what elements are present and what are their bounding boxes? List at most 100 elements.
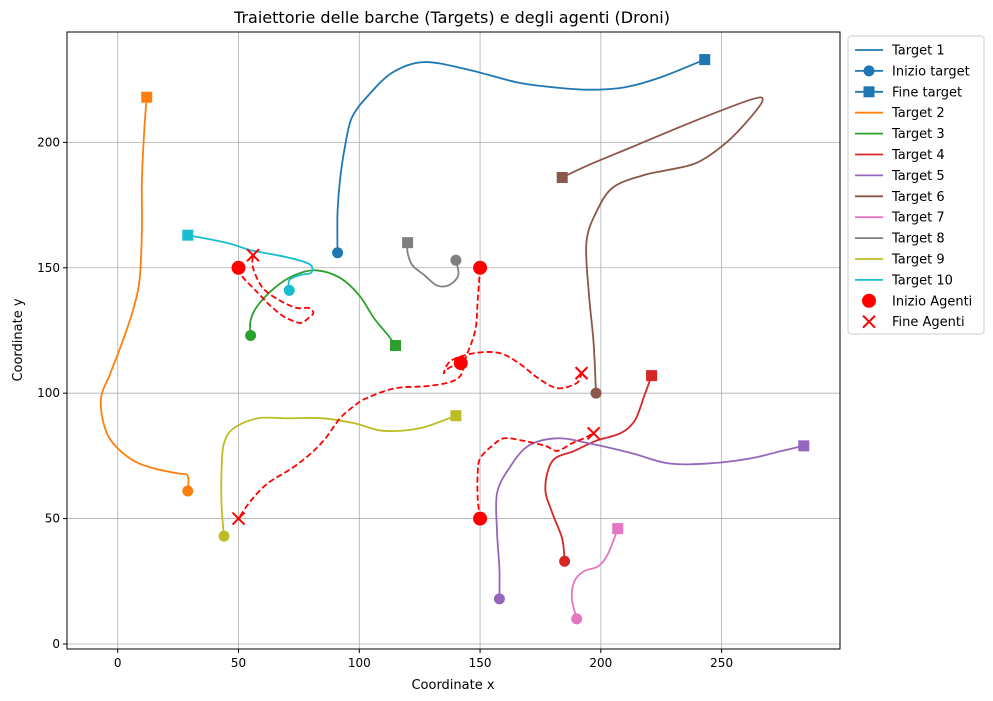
target-path <box>495 437 805 600</box>
x-tick-label: 150 <box>469 656 492 670</box>
target-series-2 <box>99 91 194 497</box>
target-series-4 <box>544 370 658 567</box>
target-series-9 <box>218 410 462 542</box>
plot-series <box>99 54 810 625</box>
target-end-marker <box>182 229 194 241</box>
target-end-marker <box>390 340 402 352</box>
legend-label: Inizio target <box>892 64 970 79</box>
legend-label: Target 7 <box>891 211 945 226</box>
target-start-marker <box>182 485 194 497</box>
agent-start-marker <box>473 260 488 275</box>
target-end-marker <box>699 54 711 66</box>
target-start-marker <box>332 247 344 259</box>
target-start-marker <box>283 284 295 296</box>
agent-start-marker <box>231 260 246 275</box>
chart-title: Traiettorie delle barche (Targets) e deg… <box>233 8 670 27</box>
y-axis-label: Coordinate y <box>11 298 26 381</box>
target-start-marker <box>450 254 462 266</box>
legend-entry: Inizio Agenti <box>862 293 972 309</box>
legend: Target 1 Inizio target Fine target Target 2… <box>847 35 985 335</box>
x-tick-label: 0 <box>114 656 122 670</box>
legend-entry: Target 1 <box>855 44 945 59</box>
legend-entry: Target 7 <box>855 211 945 226</box>
plot-frame <box>66 31 841 650</box>
target-path <box>99 96 190 492</box>
legend-square-marker <box>863 86 875 98</box>
legend-label: Target 4 <box>891 148 945 163</box>
legend-entry: Target 8 <box>855 232 945 247</box>
agent-series-4 <box>442 351 583 390</box>
legend-entry: Target 3 <box>855 127 945 142</box>
x-tick-label: 50 <box>231 656 246 670</box>
target-start-marker <box>245 329 257 341</box>
target-path <box>220 414 457 537</box>
agent-path <box>237 267 481 520</box>
agent-series-2 <box>237 267 481 520</box>
legend-entry: Target 2 <box>855 106 945 121</box>
y-tick-label: 100 <box>37 386 60 400</box>
target-end-marker <box>402 237 414 249</box>
target-end-marker <box>798 440 810 452</box>
axis-ticks: 0 50 100 150 200 250 0 50 100 150 200 <box>37 135 733 670</box>
target-path <box>570 527 619 620</box>
legend-entry: Inizio target <box>855 64 970 79</box>
legend-label: Target 8 <box>891 232 945 247</box>
legend-label: Target 9 <box>891 253 945 268</box>
x-tick-label: 100 <box>348 656 371 670</box>
y-tick-label: 150 <box>37 261 60 275</box>
target-series-5 <box>493 437 810 605</box>
target-series-7 <box>570 523 624 625</box>
legend-entry: Target 9 <box>855 253 945 268</box>
agent-end-marker <box>246 248 260 262</box>
agent-end-marker <box>231 511 246 526</box>
target-start-marker <box>571 613 583 625</box>
agent-path <box>237 255 315 324</box>
target-start-marker <box>590 387 602 399</box>
target-end-marker <box>646 370 658 382</box>
legend-entry: Fine Agenti <box>862 314 965 330</box>
x-tick-label: 250 <box>710 656 733 670</box>
agent-path <box>476 432 595 519</box>
target-start-marker <box>218 530 230 542</box>
legend-label: Target 6 <box>891 190 945 205</box>
target-path <box>561 96 764 395</box>
target-end-marker <box>612 523 624 535</box>
target-series-6 <box>556 96 764 399</box>
target-series-8 <box>402 237 462 288</box>
target-path <box>406 241 460 288</box>
target-series-1 <box>332 54 711 259</box>
target-start-marker <box>559 555 571 567</box>
legend-label: Target 1 <box>891 44 945 59</box>
target-path <box>544 374 653 563</box>
agent-path <box>442 351 583 390</box>
agent-series-1 <box>237 255 315 324</box>
x-axis-label: Coordinate x <box>411 678 494 693</box>
y-tick-label: 50 <box>45 512 60 526</box>
legend-label: Target 5 <box>891 169 945 184</box>
x-tick-label: 200 <box>589 656 612 670</box>
legend-entry: Target 6 <box>855 190 945 205</box>
legend-entry: Fine target <box>855 85 962 100</box>
agent-start-marker <box>453 356 468 371</box>
legend-label: Target 2 <box>891 106 945 121</box>
legend-circle-marker <box>862 293 876 308</box>
agent-start-marker <box>473 511 488 526</box>
legend-entry: Target 5 <box>855 169 945 184</box>
target-end-marker <box>450 410 462 422</box>
legend-x-marker <box>862 314 876 329</box>
legend-label: Target 10 <box>891 273 953 288</box>
target-end-marker <box>141 91 153 103</box>
legend-box <box>847 35 985 335</box>
target-path <box>336 58 706 254</box>
agent-series-3 <box>476 432 595 519</box>
legend-label: Target 3 <box>891 127 945 142</box>
y-tick-label: 0 <box>52 637 60 651</box>
target-series-3 <box>245 269 402 352</box>
agent-end-marker <box>586 426 601 441</box>
legend-circle-marker <box>863 65 875 77</box>
legend-entry: Target 4 <box>855 148 945 163</box>
target-start-marker <box>493 593 505 605</box>
agent-end-marker <box>574 366 589 380</box>
legend-entry: Target 10 <box>855 273 953 288</box>
target-path <box>186 234 314 292</box>
